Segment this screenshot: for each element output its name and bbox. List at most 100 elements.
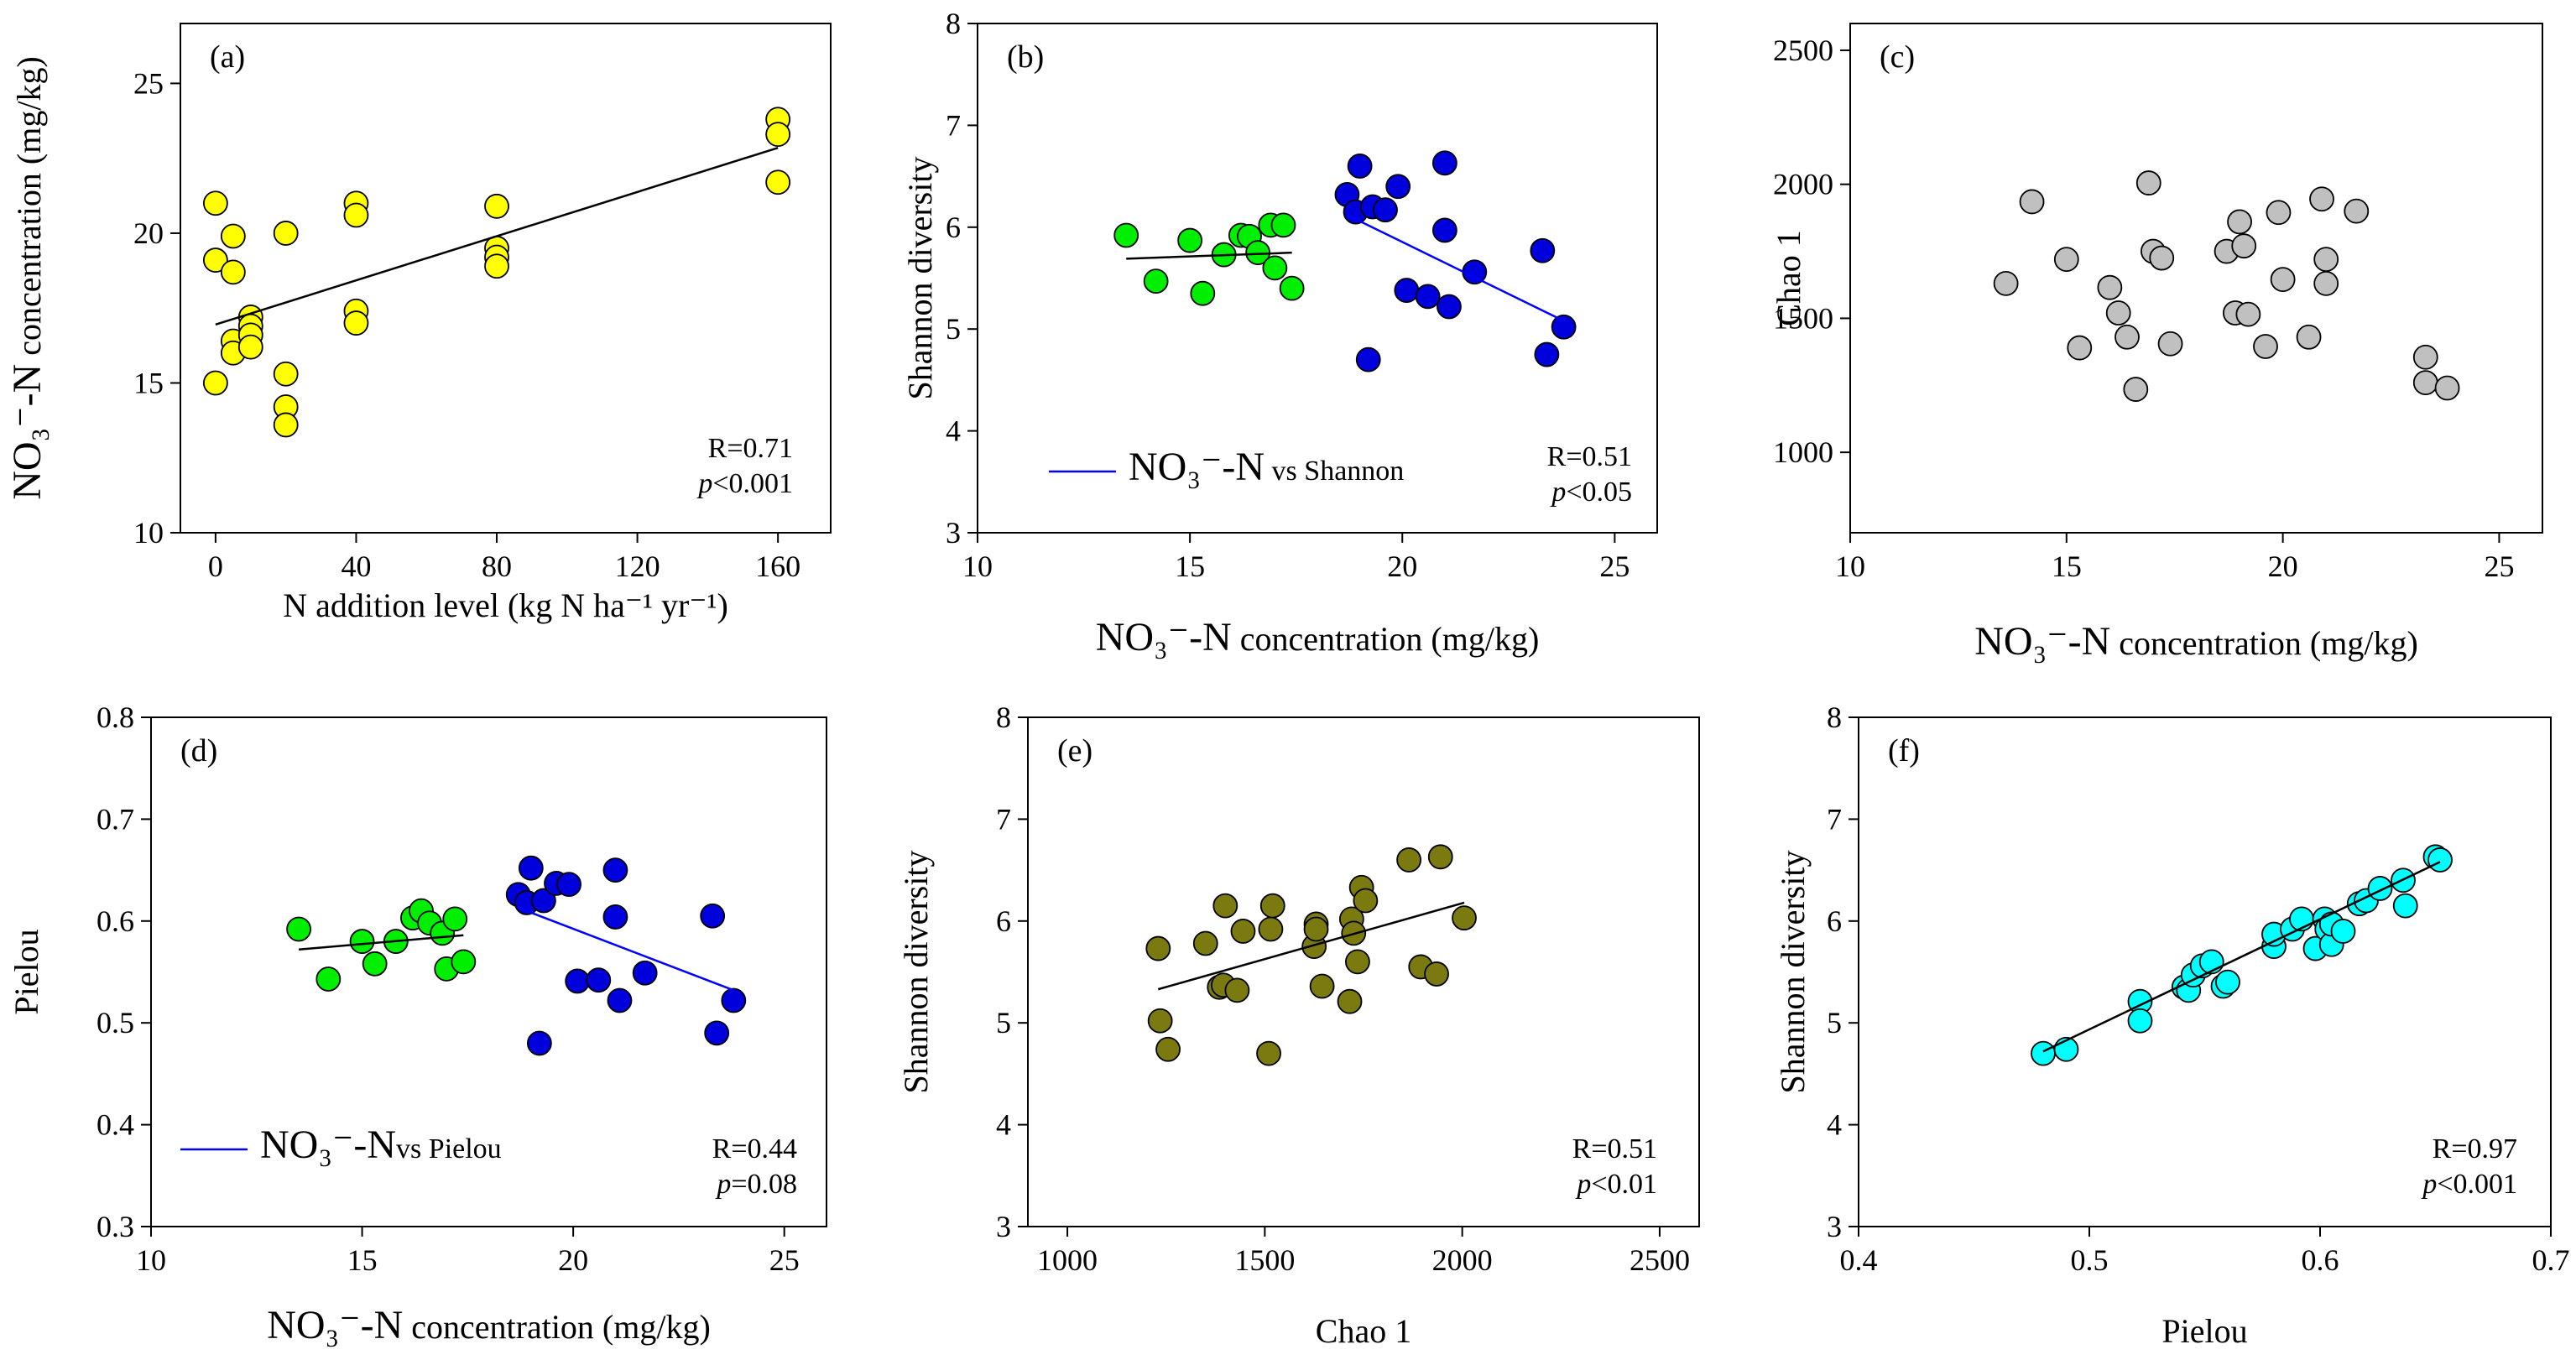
data-point-c-points	[2097, 274, 2123, 300]
data-point-b-low	[1143, 268, 1169, 294]
legend-label-b: NO₃⁻-N vs Shannon	[1129, 445, 1404, 489]
data-point-e-points	[1353, 888, 1379, 914]
x-tick-label-a: 120	[615, 550, 660, 583]
y-tick-label-e: 3	[996, 1210, 1011, 1243]
data-point-c-points	[2434, 375, 2460, 401]
x-axis-label-d: NO₃⁻-N concentration (mg/kg)	[267, 1303, 711, 1347]
stat-text-f: R=0.97	[2433, 1133, 2517, 1164]
data-point-a-points	[202, 370, 228, 396]
data-point-a-points	[765, 169, 791, 195]
stat-text-e-value: <0.01	[1591, 1169, 1657, 1200]
fit-line-d-0	[298, 934, 464, 951]
data-point-b-high	[1551, 314, 1577, 340]
data-point-b-high	[1373, 197, 1398, 223]
data-point-a-points	[202, 247, 228, 273]
data-point-d-low	[315, 966, 342, 992]
stat-text-f-p: p	[2421, 1169, 2437, 1200]
panel-c: 10 15 20 25 1000 1500 2000 2500 NO₃⁻-N concentra…	[1770, 23, 2543, 664]
data-point-c-points	[2270, 267, 2296, 292]
data-point-d-high	[602, 904, 628, 930]
y-tick-label-b: 8	[946, 7, 961, 40]
y-tick-label-b: 5	[946, 312, 961, 346]
data-point-c-points	[2231, 233, 2257, 259]
data-point-c-points	[2053, 247, 2079, 273]
plot-frame-a	[180, 23, 832, 534]
panel-label-e: (e)	[1057, 733, 1092, 768]
stat-text-e-p: p	[1575, 1169, 1591, 1200]
x-tick-label-b: 10	[962, 550, 993, 583]
data-point-d-high	[700, 903, 726, 929]
data-point-b-low	[1270, 212, 1296, 238]
data-point-e-points	[1230, 919, 1256, 944]
data-point-a-points	[220, 259, 246, 285]
data-point-e-points	[1145, 935, 1171, 961]
data-point-c-points	[2227, 209, 2252, 235]
data-point-b-high	[1530, 237, 1556, 263]
data-point-f-points	[2215, 969, 2240, 995]
x-tick-label-c: 25	[2484, 550, 2514, 583]
data-point-b-low	[1190, 280, 1216, 306]
data-point-e-points	[1345, 949, 1370, 975]
y-tick-label-d: 0.5	[96, 1006, 134, 1039]
data-point-a-points	[237, 334, 263, 360]
data-point-e-points	[1224, 977, 1250, 1003]
panel-b: 10 15 20 25 3 4 5 6 7 8 NO₃⁻-N concentration (mg/k…	[901, 7, 1658, 659]
data-point-d-high	[602, 857, 628, 883]
data-point-d-low	[286, 916, 311, 942]
x-tick-label-a: 80	[482, 550, 512, 583]
data-point-b-high	[1437, 294, 1462, 320]
data-point-a-points	[765, 122, 791, 148]
x-axis-label-e: Chao 1	[1316, 1312, 1411, 1350]
data-point-e-points	[1396, 847, 1422, 873]
x-tick-label-e: 2000	[1432, 1243, 1493, 1277]
x-axis-label-d-species: NO₃⁻-N	[267, 1303, 403, 1347]
data-point-f-points	[2031, 1040, 2056, 1066]
x-axis-label-f: Pielou	[2161, 1312, 2247, 1350]
y-axis-label-c: Chao 1	[1770, 230, 1807, 326]
x-tick-label-c: 15	[2052, 550, 2082, 583]
y-tick-label-e: 7	[996, 802, 1011, 836]
plot-frame-b	[977, 23, 1658, 534]
data-point-f-points	[2392, 893, 2418, 919]
panel-d: 10 15 20 25 0.3 0.4 0.5 0.6 0.7 0.8 NO₃⁻-N concent…	[8, 701, 827, 1347]
data-point-e-points	[1337, 988, 1363, 1014]
data-point-c-points	[2412, 370, 2438, 395]
data-point-d-low	[451, 949, 477, 975]
plot-frame-c	[1849, 23, 2543, 534]
data-point-f-points	[2367, 876, 2393, 901]
data-point-b-high	[1347, 154, 1373, 179]
fit-line-f-0	[2042, 861, 2441, 1053]
stat-text-a-p: p	[696, 468, 712, 499]
data-point-d-high	[531, 888, 556, 914]
y-tick-label-e: 6	[996, 904, 1011, 938]
data-point-d-low	[442, 906, 468, 932]
panel-label-a: (a)	[210, 39, 245, 75]
data-point-a-points	[484, 193, 509, 219]
data-point-d-high	[586, 967, 612, 993]
legend-label-b-species: NO₃⁻-N	[1129, 445, 1265, 489]
x-tick-label-f: 0.4	[1840, 1243, 1878, 1277]
y-tick-label-e: 8	[996, 701, 1011, 734]
data-point-c-points	[2067, 335, 2093, 361]
data-point-e-points	[1258, 916, 1284, 942]
y-tick-label-f: 8	[1827, 701, 1842, 734]
data-point-f-points	[2330, 919, 2356, 944]
y-axis-label-a-rest: concentration (mg/kg)	[10, 56, 48, 364]
y-tick-label-d: 0.4	[96, 1108, 134, 1142]
x-axis-label-b-species: NO₃⁻-N	[1096, 615, 1232, 659]
data-point-b-low	[1177, 227, 1203, 253]
x-tick-label-d: 25	[769, 1243, 800, 1277]
x-tick-label-f: 0.7	[2532, 1243, 2570, 1277]
y-tick-label-e: 4	[996, 1108, 1011, 1142]
x-tick-label-a: 160	[755, 550, 800, 583]
data-point-e-points	[1147, 1008, 1173, 1034]
plot-frame-f	[1858, 716, 2552, 1227]
stat-text-b: p<0.05	[1550, 477, 1632, 508]
data-point-c-points	[2105, 300, 2131, 326]
x-axis-label-b-rest: concentration (mg/kg)	[1232, 620, 1540, 658]
data-point-a-points	[273, 361, 299, 387]
y-tick-label-f: 7	[1827, 802, 1842, 836]
panel-label-f: (f)	[1888, 733, 1920, 768]
data-point-b-high	[1431, 150, 1457, 176]
data-point-d-high	[556, 872, 581, 897]
